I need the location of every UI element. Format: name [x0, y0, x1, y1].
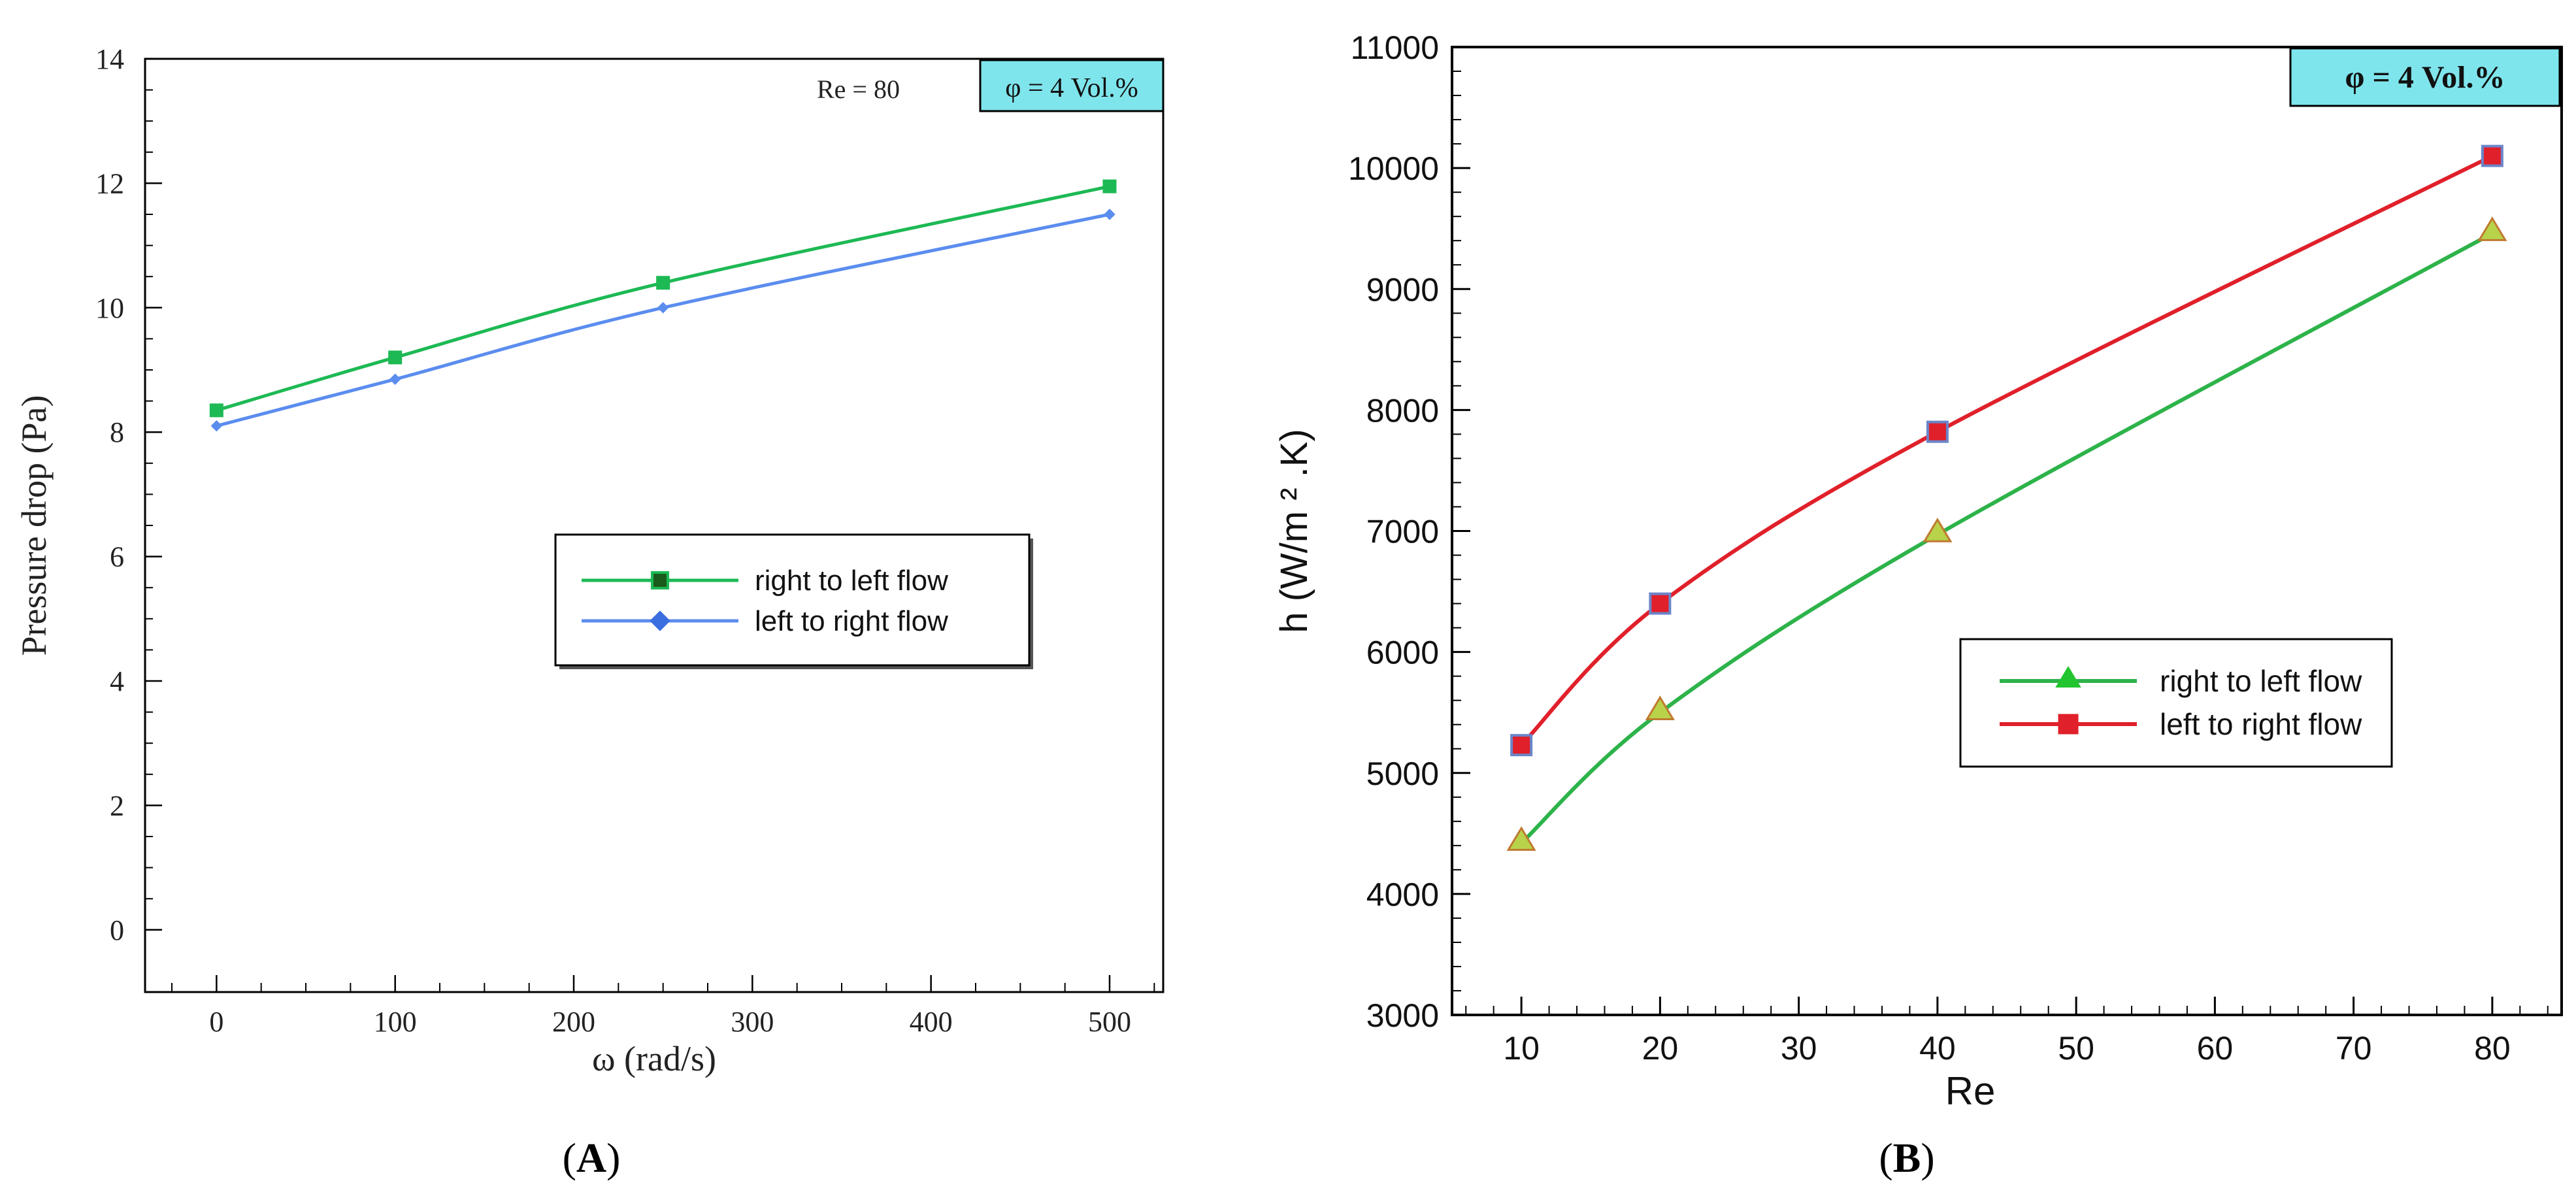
panel-a-data-point [388, 350, 403, 365]
panel-a-letter: A [576, 1135, 606, 1181]
panel-b-data-point [2477, 216, 2507, 241]
panel-b-data-point [1510, 734, 1533, 757]
panel-b-x-tick-label: 40 [1919, 1030, 1956, 1067]
panel-a-data-point [657, 302, 669, 314]
panel-a-y-tick-label: 6 [110, 541, 124, 573]
panel-b-y-axis-label: h (W/m ² .K) [1273, 429, 1315, 633]
panel-a-series-line-2 [216, 212, 1110, 428]
panel-a-label: (A) [563, 1135, 621, 1181]
panel-a-legend-marker [651, 571, 669, 589]
panel-b-data-point [1645, 695, 1675, 720]
panel-a-x-axis-label: ω (rad/s) [592, 1039, 716, 1078]
panel-a-phi-annotation: φ = 4 Vol.% [1005, 73, 1138, 103]
panel-a-x-tick-label: 0 [209, 1006, 223, 1038]
panel-a-phi-box [979, 59, 1164, 112]
panel-b-series-line-2 [1519, 154, 2494, 747]
panel-b-data-point [1506, 826, 1536, 851]
panel-b-x-axis-label: Re [1945, 1069, 1996, 1113]
panel-a-legend-label: right to left flow [755, 565, 948, 597]
panel-b-phi-box [2289, 47, 2561, 107]
panel-a-x-tick-label: 100 [374, 1006, 417, 1038]
panel-b-x-tick-label: 80 [2474, 1030, 2511, 1067]
panel-a-data-point [656, 276, 670, 290]
panel-a-y-tick-label: 2 [110, 789, 124, 821]
panel-b-legend [1959, 638, 2393, 768]
panel-b-data-point [2481, 144, 2503, 167]
panel-b-y-tick-label: 7000 [1366, 514, 1439, 550]
panel-b-data-point [1923, 518, 1953, 542]
panel-a-y-tick-label: 14 [95, 43, 124, 75]
panel-a-x-tick-label: 500 [1088, 1006, 1131, 1038]
panel-b-y-tick-label: 4000 [1366, 876, 1439, 913]
panel-a-y-axis-label: Pressure drop (Pa) [14, 395, 54, 656]
panel-a-data-point [1102, 179, 1117, 193]
panel-b-phi-annotation: φ = 4 Vol.% [2345, 60, 2505, 95]
panel-b-y-tick-label: 6000 [1366, 635, 1439, 671]
panel-a-x-tick-label: 400 [910, 1006, 953, 1038]
panel-a-data-point [210, 420, 223, 432]
panel-a-chart: 0 100 200 300 400 500 0 2 4 6 8 10 12 14 ω (rad/s) Pres… [14, 43, 1164, 1078]
panel-a-legend-marker [650, 610, 670, 631]
panel-b-letter: B [1893, 1135, 1921, 1181]
panel-b-legend-label: right to left flow [2160, 664, 2362, 698]
panel-b-x-tick-label: 10 [1503, 1030, 1540, 1067]
panel-b-x-tick-label: 70 [2336, 1030, 2372, 1067]
panel-b-data-point [1649, 592, 1672, 615]
panel-b-x-tick-label: 50 [2058, 1030, 2094, 1067]
panel-a-data-point [1104, 208, 1115, 220]
panel-a-data-point [209, 403, 223, 418]
panel-b-x-tick-label: 20 [1642, 1030, 1679, 1067]
panel-a-data-point [389, 373, 401, 385]
panel-b-y-tick-label: 9000 [1366, 271, 1439, 308]
panel-a-re-annotation: Re = 80 [817, 75, 900, 104]
panel-b-y-tick-label: 8000 [1366, 392, 1439, 429]
panel-b-y-tick-label: 3000 [1366, 997, 1439, 1034]
panel-b-y-tick-label: 11000 [1351, 29, 1439, 66]
panel-a-legend-label: left to right flow [755, 605, 948, 637]
panel-a-x-tick-label: 300 [731, 1006, 774, 1038]
panel-a-y-tick-label: 8 [110, 416, 124, 448]
panel-b-legend-marker [2058, 714, 2079, 735]
panel-a-y-tick-label: 10 [95, 292, 124, 324]
panel-b-y-tick-label: 10000 [1348, 150, 1439, 187]
panel-a-y-tick-label: 4 [110, 665, 124, 697]
panel-b-chart: 10 20 30 40 50 60 70 80 3000 4000 5000 6000 7000 8000… [1273, 29, 2563, 1113]
panel-a-legend [554, 533, 1031, 667]
panel-b-series-line-1 [1520, 231, 2494, 845]
panel-b-x-tick-label: 30 [1781, 1030, 1817, 1067]
panel-a-y-tick-label: 0 [110, 914, 124, 946]
panel-b-data-point [1926, 420, 1949, 443]
panel-b-label: (B) [1879, 1135, 1934, 1181]
panel-b-legend-marker [2055, 666, 2081, 688]
panel-a-series-line-1 [216, 184, 1110, 412]
panel-b-y-tick-label: 5000 [1366, 755, 1439, 792]
panel-a-x-tick-label: 200 [552, 1006, 595, 1038]
panel-b-legend-label: left to right flow [2160, 707, 2362, 741]
panel-b-x-tick-label: 60 [2197, 1030, 2234, 1067]
panel-a-y-tick-label: 12 [95, 167, 124, 199]
